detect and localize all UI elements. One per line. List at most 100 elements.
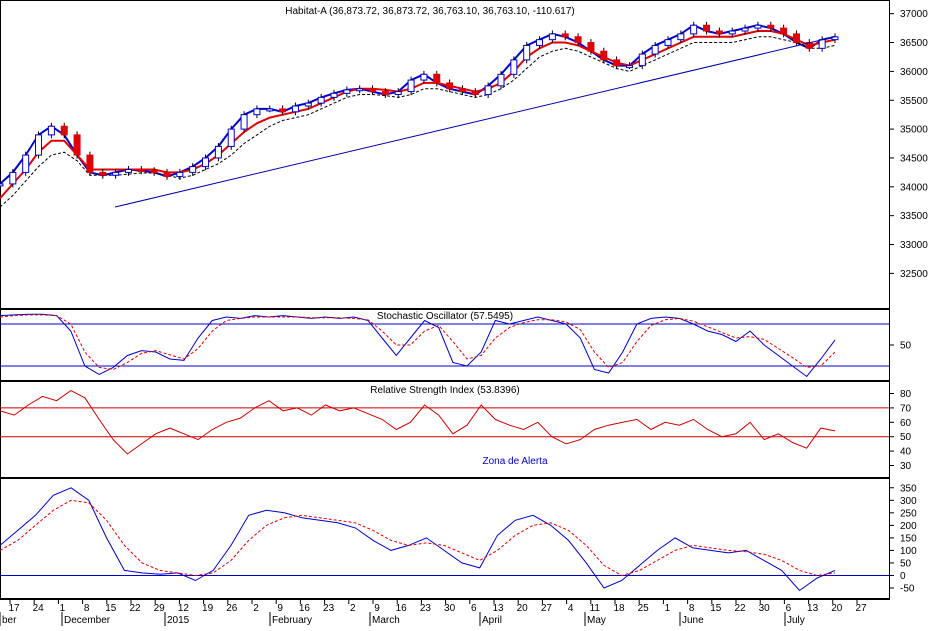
candle-body: [60, 125, 68, 136]
candle-body: [330, 92, 338, 98]
candle-body: [484, 85, 492, 95]
candle-body: [356, 88, 364, 92]
stochastic-plot: [0, 313, 889, 378]
y-tick-label: 40: [900, 447, 912, 458]
candle-body: [86, 154, 94, 173]
y-tick-label: 350: [900, 483, 917, 494]
candle-body: [176, 171, 184, 177]
y-tick-label: 0: [900, 571, 906, 582]
x-day-label: 1: [665, 603, 671, 614]
x-day-label: 25: [638, 603, 650, 614]
x-month-label: February: [272, 615, 312, 626]
x-month-label: 2015: [167, 615, 190, 626]
x-day-label: 9: [374, 603, 380, 614]
y-tick-label: 30: [900, 461, 912, 472]
x-day-label: 26: [226, 603, 238, 614]
y-tick-label: 33500: [900, 211, 928, 222]
candle-body: [266, 108, 274, 112]
x-day-label: 6: [471, 603, 477, 614]
candle-body: [574, 36, 582, 44]
x-day-label: 17: [8, 603, 20, 614]
candle-body: [124, 169, 132, 173]
candle-body: [433, 73, 441, 84]
stochastic-title: Stochastic Oscillator (57.5495): [377, 311, 513, 322]
candle-body: [690, 24, 698, 35]
y-tick-label: 200: [900, 521, 917, 532]
x-day-label: 13: [807, 603, 819, 614]
y-axes: 32500 33000 33500 34000 34500 35000 35500 36000…: [889, 9, 928, 594]
series-line-1: [0, 313, 836, 378]
x-day-label: 27: [855, 603, 867, 614]
x-day-label: 19: [202, 603, 214, 614]
candle-body: [664, 39, 672, 46]
x-day-label: 30: [759, 603, 771, 614]
candle-body: [202, 157, 210, 168]
y-tick-label: -50: [900, 583, 915, 594]
candle-body: [638, 53, 646, 67]
candle-body: [497, 73, 505, 87]
candle-body: [9, 171, 17, 185]
candle-body: [792, 33, 800, 44]
y-tick-label: 70: [900, 403, 912, 414]
y-tick-label: 34000: [900, 182, 928, 193]
candle-body: [317, 96, 325, 104]
x-day-label: 12: [178, 603, 190, 614]
x-month-label: May: [587, 615, 606, 626]
candle-body: [369, 88, 377, 93]
x-month-label: April: [482, 615, 502, 626]
y-tick-label: 34500: [900, 153, 928, 164]
x-axis: 17 24 1 8 15 22 29 12 19 26 2 9 16 23 2 9 16 23 30 6 13 20 27 4…: [0, 600, 867, 626]
candle-body: [458, 88, 466, 93]
series-line-1: [0, 487, 836, 592]
x-day-label: 24: [33, 603, 45, 614]
candle-body: [536, 39, 544, 46]
series-line-1: [0, 390, 836, 455]
candle-body: [741, 27, 749, 32]
x-day-label: 1: [60, 603, 66, 614]
candle-body: [394, 91, 402, 95]
candle-body: [304, 102, 312, 107]
candle-body: [150, 170, 158, 174]
rsi-title: Relative Strength Index (53.8396): [370, 385, 520, 396]
y-tick-label: 50: [900, 341, 912, 352]
x-day-label: 16: [396, 603, 408, 614]
candle-body: [715, 30, 723, 35]
candle-body: [677, 33, 685, 41]
x-month-label: June: [682, 615, 704, 626]
x-day-label: 23: [323, 603, 335, 614]
candle-body: [73, 134, 81, 156]
y-tick-label: 36500: [900, 38, 928, 49]
x-day-label: 9: [277, 603, 283, 614]
macd-plot: [0, 487, 889, 592]
candle-body: [343, 89, 351, 94]
candle-body: [587, 42, 595, 52]
macd-panel-frame: [0, 478, 890, 599]
x-day-label: 18: [613, 603, 625, 614]
candle-body: [728, 30, 736, 35]
x-day-label: 27: [541, 603, 553, 614]
y-tick-label: 35000: [900, 125, 928, 136]
y-tick-label: 80: [900, 389, 912, 400]
x-day-label: 4: [568, 603, 574, 614]
candle-body: [446, 82, 454, 90]
candle-body: [703, 24, 711, 32]
y-tick-label: 60: [900, 418, 912, 429]
series-line-2: [0, 314, 836, 371]
x-day-label: 15: [105, 603, 117, 614]
x-day-label: 8: [689, 603, 695, 614]
series-line-3: [0, 36, 836, 208]
candle-body: [780, 27, 788, 35]
candle-body: [99, 171, 107, 176]
x-month-label: March: [372, 615, 400, 626]
x-day-label: 15: [710, 603, 722, 614]
y-tick-label: 150: [900, 533, 917, 544]
x-month-label: ber: [2, 615, 17, 626]
candle-body: [22, 154, 30, 173]
series-line-1: [0, 24, 836, 185]
x-day-label: 22: [734, 603, 746, 614]
y-tick-label: 37000: [900, 9, 928, 20]
candle-body: [381, 91, 389, 95]
candle-body: [523, 44, 531, 61]
candle-body: [279, 108, 287, 113]
